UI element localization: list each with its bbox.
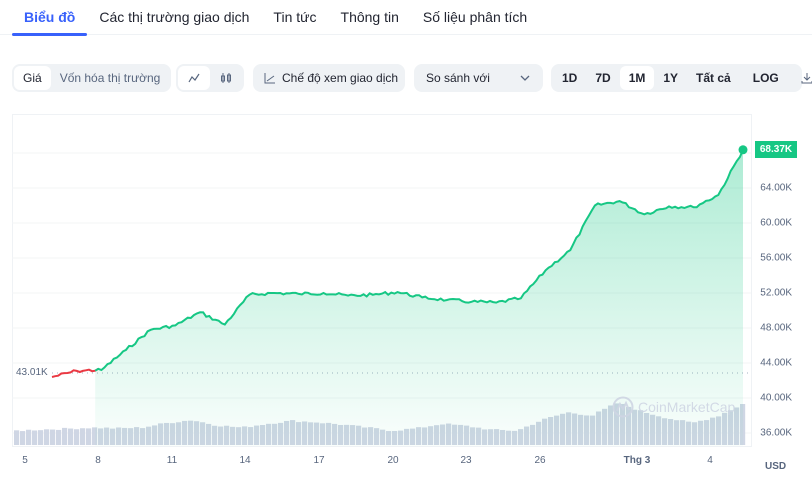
download-button[interactable] — [792, 66, 812, 90]
start-price-label: 43.01K — [16, 367, 48, 378]
x-tick: 14 — [239, 455, 251, 466]
y-tick: 48.00K — [760, 322, 792, 334]
tab-markets[interactable]: Các thị trường giao dịch — [99, 9, 250, 25]
x-tick: 26 — [534, 455, 546, 466]
x-tick-month: Thg 3 — [623, 455, 651, 466]
log-scale-button[interactable]: LOG — [752, 71, 779, 85]
trading-view-button[interactable]: Chế độ xem giao dịch — [253, 64, 405, 92]
watermark: CoinMarketCap — [612, 396, 735, 418]
current-price-tag: 68.37K — [755, 141, 797, 158]
y-tick: 52.00K — [760, 287, 792, 299]
range-toggle: 1D 7D 1M 1Y Tất cả LOG — [551, 64, 812, 92]
tab-bar: Biểu đồ Các thị trường giao dịch Tin tức… — [0, 0, 812, 36]
x-tick: 8 — [95, 455, 101, 466]
x-tick: 11 — [166, 455, 178, 466]
y-tick: 56.00K — [760, 252, 792, 264]
trading-view-inner: Chế độ xem giao dịch — [255, 66, 407, 90]
x-tick: 23 — [460, 455, 472, 466]
line-chart-button[interactable] — [178, 66, 210, 90]
range-7d[interactable]: 7D — [595, 71, 611, 85]
coinmarketcap-logo-icon — [612, 396, 634, 418]
metric-price-button[interactable]: Giá — [14, 66, 51, 90]
trading-view-icon — [264, 73, 275, 84]
x-tick: 5 — [22, 455, 28, 466]
y-tick: 40.00K — [760, 392, 792, 404]
compare-label: So sánh với — [426, 71, 490, 85]
chevron-down-icon — [520, 75, 530, 81]
metric-toggle: Giá Vốn hóa thị trường — [12, 64, 172, 92]
range-1y[interactable]: 1Y — [663, 71, 679, 85]
tab-news[interactable]: Tin tức — [273, 9, 317, 25]
range-1m[interactable]: 1M — [619, 66, 655, 90]
range-all[interactable]: Tất cả — [696, 71, 731, 85]
x-tick: 4 — [707, 455, 713, 466]
line-chart-icon — [188, 73, 200, 83]
x-axis: 5 8 11 14 17 20 23 26 Thg 3 4 — [0, 100, 812, 490]
chart-toolbar: Giá Vốn hóa thị trường Chế độ xem giao d… — [12, 64, 812, 92]
y-tick: 60.00K — [760, 217, 792, 229]
candlestick-button[interactable] — [210, 66, 242, 90]
x-tick: 17 — [313, 455, 325, 466]
y-tick: 64.00K — [760, 182, 792, 194]
compare-dropdown[interactable]: So sánh với — [414, 64, 543, 92]
y-tick: 44.00K — [760, 357, 792, 369]
trading-view-label: Chế độ xem giao dịch — [282, 71, 399, 85]
tab-info[interactable]: Thông tin — [340, 9, 399, 25]
x-tick: 20 — [387, 455, 399, 466]
range-1d[interactable]: 1D — [562, 71, 578, 85]
currency-label: USD — [765, 461, 787, 472]
chart-type-toggle — [176, 64, 244, 92]
download-icon — [801, 73, 812, 84]
candlestick-icon — [221, 73, 231, 83]
watermark-text: CoinMarketCap — [638, 399, 736, 415]
metric-marketcap-button[interactable]: Vốn hóa thị trường — [59, 71, 161, 85]
y-tick: 36.00K — [760, 427, 792, 439]
tab-chart[interactable]: Biểu đồ — [12, 0, 88, 36]
tab-analytics[interactable]: Số liệu phân tích — [422, 9, 528, 25]
